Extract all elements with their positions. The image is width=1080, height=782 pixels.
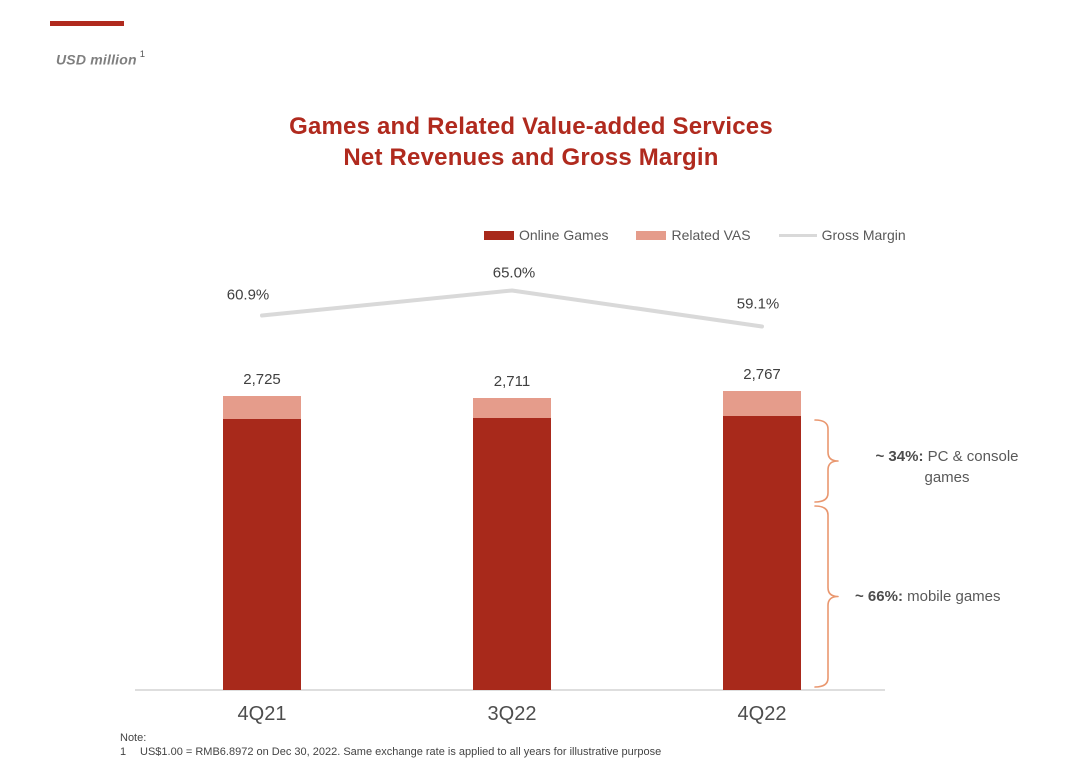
gross-margin-swatch [778,233,817,237]
bar-4q21 [223,396,301,690]
top-accent-line [50,21,124,26]
online-games-label: Online Games [519,227,609,243]
footnote-marker: 1 [120,746,127,758]
gross-margin-label-3q22: 65.0% [492,264,536,281]
bar-total-label-4q22: 2,767 [743,366,781,384]
bar-total-label-3q22: 2,711 [493,372,531,390]
gross-margin-label-4q21: 60.9% [226,286,270,303]
chart-title-line1: Games and Related Value-added Services [289,113,773,140]
annotation-mobile-pct: ~ 66%: [855,588,903,605]
footnote-item: 1 US$1.00 = RMB6.8972 on Dec 30, 2022. S… [120,745,661,759]
bar-3q22-segment-related-vas [473,397,551,419]
bar-4q22 [723,391,801,690]
gross-margin-label: Gross Margin [821,227,906,243]
annotation-pc-console-text: PC & console games [923,448,1019,486]
related-vas-swatch [636,230,667,240]
legend-item-online-games: Online Games [484,227,608,243]
gross-margin-line [260,288,764,329]
legend-item-related-vas: Related VAS [636,227,751,243]
chart-title: Games and Related Value-added Services N… [0,111,1062,173]
brace-pc-console-games [814,419,839,503]
bar-4q21-segment-related-vas [223,396,301,420]
legend: Online Games Related VAS Gross Margin [484,227,906,243]
related-vas-label: Related VAS [671,227,751,243]
footnote: Note: 1 US$1.00 = RMB6.8972 on Dec 30, 2… [120,731,661,759]
bar-4q22-segment-online-games [723,415,801,690]
bar-4q21-segment-online-games [223,419,301,690]
bar-4q22-segment-related-vas [723,391,801,416]
unit-label-text: USD million [56,51,137,68]
unit-footnote-marker: 1 [139,49,146,60]
unit-label: USD million 1 [56,49,146,68]
annotation-pc-console-games: ~ 34%: PC & console games [855,446,1039,488]
bar-3q22-segment-online-games [473,418,551,690]
bar-total-label-4q21: 2,725 [243,371,281,388]
annotation-pc-console-pct: ~ 34%: [875,448,924,465]
x-axis-label-4q21: 4Q21 [237,703,287,725]
x-axis-label-4q22: 4Q22 [737,703,787,725]
chart-title-line2: Net Revenues and Gross Margin [343,144,719,171]
gross-margin-label-4q22: 59.1% [736,295,780,313]
annotation-mobile-games: ~ 66%: mobile games [855,586,1080,607]
online-games-swatch [484,230,514,240]
footnote-text: US$1.00 = RMB6.8972 on Dec 30, 2022. Sam… [140,746,662,758]
footnote-heading: Note: [120,732,147,744]
x-axis-line [135,689,885,691]
annotation-mobile-text: mobile games [902,588,1001,605]
x-axis-label-3q22: 3Q22 [487,703,537,725]
bar-3q22 [473,397,551,690]
brace-mobile-games [814,505,839,688]
legend-item-gross-margin: Gross Margin [778,227,906,243]
